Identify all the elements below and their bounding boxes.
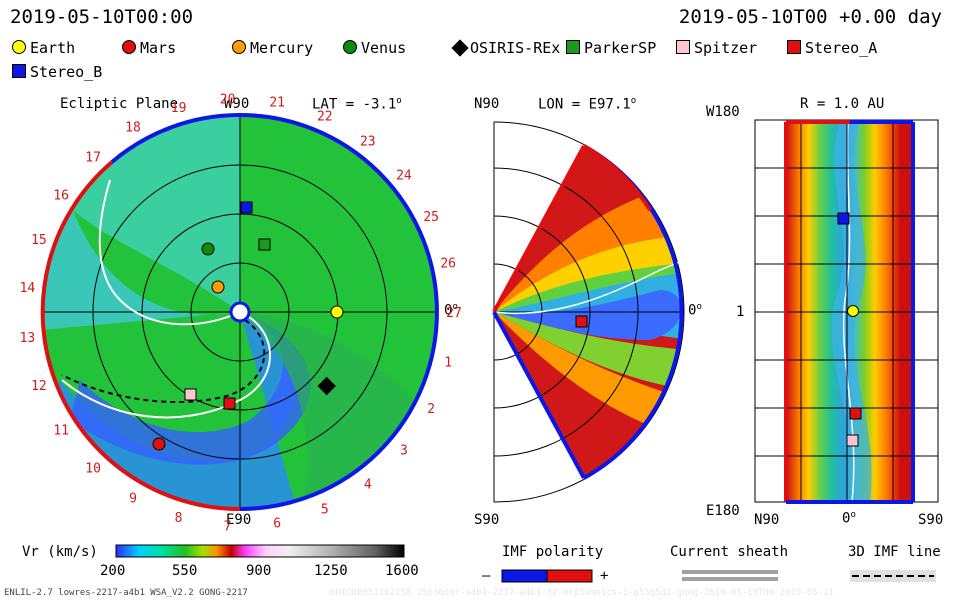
legend-item-spitzer: Spitzer: [676, 39, 757, 57]
radius-r-label: R = 1.0 AU: [800, 96, 885, 112]
osiris-rex-ecliptic-marker: [317, 376, 336, 396]
day-tick-13: 13: [20, 331, 36, 346]
mercury-ecliptic-marker: [211, 280, 225, 294]
radius-zero-label: 0o: [842, 510, 856, 527]
meridional-lon-label: LON = E97.1o: [538, 96, 637, 113]
spitzer-radius-marker: [846, 434, 859, 447]
day-tick-5: 5: [321, 503, 329, 518]
day-tick-20: 20: [220, 92, 236, 107]
meridional-zero-label: 0o: [688, 302, 702, 319]
day-tick-1: 1: [444, 355, 452, 370]
legend-item-venus: Venus: [343, 39, 406, 57]
colorbar-tick-1: 550: [172, 563, 198, 579]
colorbar-tick-3: 1250: [314, 563, 348, 579]
radius-w180-label: W180: [706, 104, 740, 120]
day-tick-11: 11: [53, 424, 69, 439]
imf-positive-bar: [546, 569, 593, 583]
imf-plus-label: +: [600, 568, 609, 584]
header-left-time: 2019-05-10T00:00: [10, 6, 194, 28]
day-tick-22: 22: [317, 110, 333, 125]
imf-minus-label: –: [482, 568, 491, 584]
day-tick-25: 25: [423, 210, 439, 225]
legend-item-osiris-rex: OSIRIS-REx: [451, 39, 560, 57]
spitzer-ecliptic-marker: [184, 388, 197, 401]
radius-strip: [754, 119, 939, 504]
radius-one-label: 1: [736, 304, 745, 320]
meridional-n90-label: N90: [474, 96, 500, 112]
day-tick-27: 27: [446, 306, 462, 321]
stereo-a-ecliptic-marker: [223, 397, 236, 410]
radius-e180-label: E180: [706, 503, 740, 519]
imf-line-icon: [850, 570, 936, 582]
stereo-b-radius-marker: [837, 212, 850, 225]
footer-left: ENLIL-2.7 lowres-2217-a4b1 WSA_V2.2 GONG…: [4, 588, 248, 598]
stereo-a-meridional-marker: [575, 315, 588, 328]
day-tick-17: 17: [85, 150, 101, 165]
mars-ecliptic-marker: [152, 437, 166, 451]
current-sheath-icon: [682, 570, 778, 581]
stereo-b-ecliptic-marker: [240, 201, 253, 214]
day-tick-15: 15: [31, 233, 47, 248]
stereo-a-radius-marker: [849, 407, 862, 420]
imf-polarity-title: IMF polarity: [502, 544, 604, 560]
stereo-a-marker-icon: [787, 40, 801, 54]
legend-item-mercury: Mercury: [232, 39, 313, 57]
day-tick-12: 12: [31, 379, 47, 394]
ecliptic-zero-label: 0o: [444, 302, 458, 319]
day-tick-21: 21: [269, 95, 285, 110]
meridional-s90-label: S90: [474, 512, 500, 528]
day-tick-2: 2: [427, 402, 435, 417]
day-tick-6: 6: [273, 517, 281, 532]
earth-ecliptic-marker: [330, 305, 344, 319]
imf-line-title: 3D IMF line: [848, 544, 941, 560]
colorbar-tick-2: 900: [246, 563, 272, 579]
legend-item-mars: Mars: [122, 39, 176, 57]
current-sheath-title: Current sheath: [670, 544, 789, 560]
day-tick-23: 23: [360, 134, 376, 149]
header-right-time: 2019-05-10T00 +0.00 day: [678, 6, 942, 28]
earth-radius-marker: [847, 305, 859, 317]
legend-item-stereo-a: Stereo_A: [787, 39, 877, 57]
spitzer-marker-icon: [676, 40, 690, 54]
day-tick-3: 3: [400, 444, 408, 459]
day-tick-24: 24: [396, 168, 412, 183]
ecliptic-e90-label: E90: [226, 512, 252, 528]
radius-n90-label: N90: [754, 512, 780, 528]
day-tick-7: 7: [224, 520, 232, 535]
ecliptic-lat-label: LAT = -3.1o: [312, 96, 402, 113]
mercury-marker-icon: [232, 40, 246, 54]
colorbar-tick-4: 1600: [385, 563, 419, 579]
venus-ecliptic-marker: [201, 242, 215, 256]
colorbar-tick-0: 200: [100, 563, 126, 579]
legend-item-stereo-b: Stereo_B: [12, 63, 102, 81]
imf-negative-bar: [501, 569, 548, 583]
day-tick-4: 4: [364, 478, 372, 493]
ecliptic-title: Ecliptic Plane: [60, 96, 179, 112]
day-tick-16: 16: [53, 188, 69, 203]
meridional-wedge: [492, 121, 685, 503]
parkersp-marker-icon: [566, 40, 580, 54]
day-tick-8: 8: [175, 511, 183, 526]
colorbar-title: Vr (km/s): [22, 544, 98, 560]
day-tick-18: 18: [125, 121, 141, 136]
stereo-b-marker-icon: [12, 64, 26, 78]
day-tick-9: 9: [129, 491, 137, 506]
earth-marker-icon: [12, 40, 26, 54]
ecliptic-w90-label: W90: [224, 96, 250, 112]
venus-marker-icon: [343, 40, 357, 54]
footer-right: UNIQUE051162158_25636d6t-a4b1-2217-a4b1-…: [330, 588, 834, 598]
day-tick-10: 10: [85, 462, 101, 477]
legend-item-parkersp: ParkerSP: [566, 39, 656, 57]
day-tick-26: 26: [440, 257, 456, 272]
radius-s90-label: S90: [918, 512, 944, 528]
day-tick-14: 14: [20, 281, 36, 296]
day-tick-19: 19: [171, 101, 187, 116]
parkersp-ecliptic-marker: [258, 238, 271, 251]
mars-marker-icon: [122, 40, 136, 54]
legend-item-earth: Earth: [12, 39, 75, 57]
colorbar: [115, 544, 405, 558]
